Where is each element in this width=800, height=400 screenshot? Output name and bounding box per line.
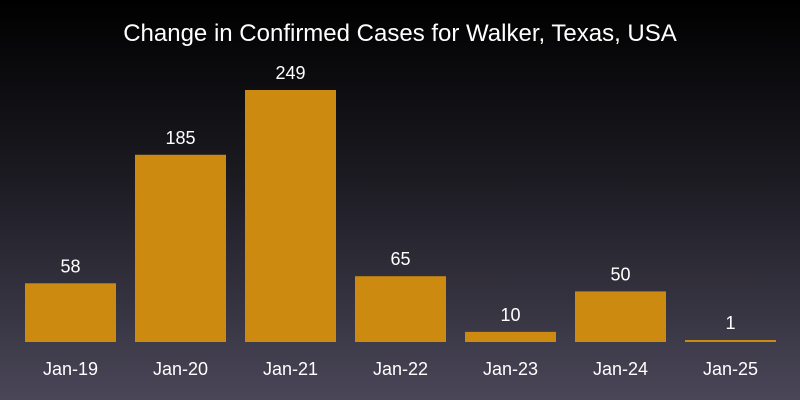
x-tick-labels-group: Jan-19 Jan-20 Jan-21 Jan-22 Jan-23 Jan-24 Jan-… — [43, 359, 758, 379]
bar-jan-22 — [355, 276, 446, 342]
bar-jan-23 — [465, 331, 556, 342]
data-label-jan-21: 249 — [275, 63, 305, 83]
data-label-jan-24: 50 — [610, 264, 630, 284]
x-tick-label-jan-25: Jan-25 — [703, 359, 758, 379]
bar-jan-19 — [25, 283, 116, 342]
data-labels-group: 58 185 249 65 10 50 1 — [60, 63, 735, 333]
bar-jan-24 — [575, 291, 666, 342]
data-label-jan-23: 10 — [500, 305, 520, 325]
x-tick-label-jan-20: Jan-20 — [153, 359, 208, 379]
x-tick-label-jan-24: Jan-24 — [593, 359, 648, 379]
x-tick-label-jan-19: Jan-19 — [43, 359, 98, 379]
data-label-jan-20: 185 — [165, 128, 195, 148]
data-label-jan-19: 58 — [60, 256, 80, 276]
x-tick-label-jan-23: Jan-23 — [483, 359, 538, 379]
data-label-jan-22: 65 — [390, 249, 410, 269]
chart-title: Change in Confirmed Cases for Walker, Te… — [123, 20, 677, 47]
bar-jan-25 — [685, 340, 776, 342]
bars-group — [25, 90, 776, 342]
bar-jan-21 — [245, 90, 336, 342]
x-tick-label-jan-21: Jan-21 — [263, 359, 318, 379]
bar-jan-20 — [135, 154, 226, 342]
x-tick-label-jan-22: Jan-22 — [373, 359, 428, 379]
data-label-jan-25: 1 — [725, 313, 735, 333]
